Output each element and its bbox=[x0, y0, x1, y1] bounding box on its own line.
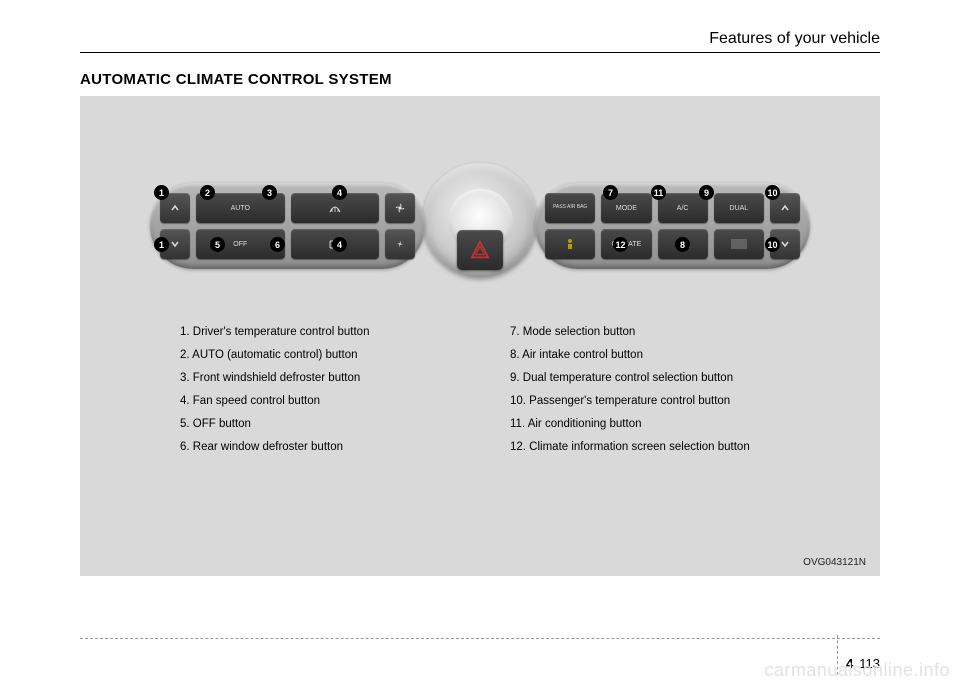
callout-6: 6 bbox=[270, 237, 285, 252]
chapter-title: Features of your vehicle bbox=[80, 30, 880, 52]
chevron-up-icon bbox=[170, 203, 180, 213]
callout-10b: 10 bbox=[765, 237, 780, 252]
page-container: Features of your vehicle AUTOMATIC CLIMA… bbox=[0, 0, 960, 689]
legend-item: 6. Rear window defroster button bbox=[180, 436, 450, 459]
figure-box: AUTO OFF bbox=[80, 96, 880, 576]
legend-item: 8. Air intake control button bbox=[510, 344, 780, 367]
left-module: AUTO OFF bbox=[150, 183, 425, 269]
legend-item: 4. Fan speed control button bbox=[180, 390, 450, 413]
left-row-top: AUTO bbox=[160, 193, 415, 223]
fan-speed-up bbox=[385, 193, 415, 223]
fan-down-icon bbox=[395, 239, 405, 249]
watermark: carmanualsonline.info bbox=[764, 660, 950, 681]
legend-item: 3. Front windshield defroster button bbox=[180, 367, 450, 390]
hazard-button bbox=[457, 230, 503, 270]
right-row-bottom: CLIMATE bbox=[545, 229, 800, 259]
vent-icon bbox=[729, 238, 749, 250]
person-icon bbox=[565, 238, 575, 250]
vent-grille bbox=[714, 229, 764, 259]
callout-8: 8 bbox=[675, 237, 690, 252]
callout-3: 3 bbox=[262, 185, 277, 200]
callout-11: 11 bbox=[651, 185, 666, 200]
chevron-down-icon bbox=[170, 239, 180, 249]
callout-1a: 1 bbox=[154, 185, 169, 200]
legend-item: 12. Climate information screen selection… bbox=[510, 436, 780, 459]
callout-4b: 4 bbox=[332, 237, 347, 252]
right-row-top: PASS AIR BAG MODE A/C DUAL bbox=[545, 193, 800, 223]
hazard-icon bbox=[469, 239, 491, 261]
legend-item: 1. Driver's temperature control button bbox=[180, 321, 450, 344]
callout-12: 12 bbox=[613, 237, 628, 252]
callout-1b: 1 bbox=[154, 237, 169, 252]
front-defrost-icon bbox=[328, 202, 342, 214]
callout-5: 5 bbox=[210, 237, 225, 252]
fan-speed-down bbox=[385, 229, 415, 259]
climate-panel: AUTO OFF bbox=[130, 171, 830, 281]
header-rule: Features of your vehicle bbox=[80, 30, 880, 53]
chevron-down-icon bbox=[780, 239, 790, 249]
legend-item: 10. Passenger's temperature control butt… bbox=[510, 390, 780, 413]
legend-item: 9. Dual temperature control selection bu… bbox=[510, 367, 780, 390]
pass-airbag: PASS AIR BAG bbox=[545, 193, 595, 223]
callout-4a: 4 bbox=[332, 185, 347, 200]
callout-9: 9 bbox=[699, 185, 714, 200]
fan-up-icon bbox=[394, 202, 406, 214]
right-module: PASS AIR BAG MODE A/C DUAL CLIMATE bbox=[535, 183, 810, 269]
chevron-up-icon bbox=[780, 203, 790, 213]
dual-button: DUAL bbox=[714, 193, 764, 223]
callout-7: 7 bbox=[603, 185, 618, 200]
legend-item: 11. Air conditioning button bbox=[510, 413, 780, 436]
legend-left: 1. Driver's temperature control button 2… bbox=[180, 321, 450, 459]
legend: 1. Driver's temperature control button 2… bbox=[100, 321, 860, 459]
legend-item: 7. Mode selection button bbox=[510, 321, 780, 344]
legend-item: 5. OFF button bbox=[180, 413, 450, 436]
section-title: AUTOMATIC CLIMATE CONTROL SYSTEM bbox=[80, 71, 880, 88]
figure-id: OVG043121N bbox=[803, 557, 866, 568]
callout-2: 2 bbox=[200, 185, 215, 200]
airbag-indicator bbox=[545, 229, 595, 259]
dash-horizontal bbox=[80, 638, 880, 639]
callout-10a: 10 bbox=[765, 185, 780, 200]
legend-right: 7. Mode selection button 8. Air intake c… bbox=[510, 321, 780, 459]
left-row-bottom: OFF bbox=[160, 229, 415, 259]
legend-item: 2. AUTO (automatic control) button bbox=[180, 344, 450, 367]
panel-wrap: AUTO OFF bbox=[100, 171, 860, 281]
